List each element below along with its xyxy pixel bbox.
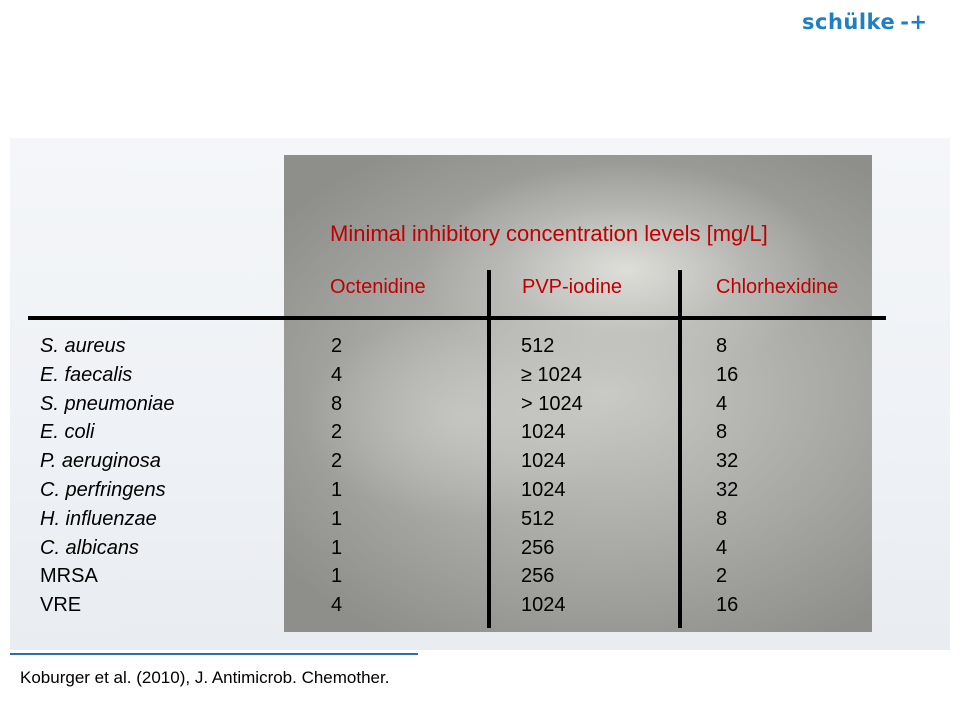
table-row: S. pneumoniae 8 > 1024 4 [0, 393, 960, 422]
logo-plus-icon: -+ [900, 10, 928, 34]
pvp-iodine-cell: ≥ 1024 [521, 363, 583, 386]
header-rule [28, 316, 886, 320]
chlorhexidine-cell: 32 [716, 479, 739, 501]
background-photo [284, 155, 872, 632]
reference-citation: Koburger et al. (2010), J. Antimicrob. C… [20, 668, 390, 687]
column-divider [678, 270, 682, 628]
schuelke-logo: schülke -+ [802, 10, 928, 34]
pvp-iodine-cell: 1024 [521, 594, 566, 617]
octenidine-cell: 4 [331, 594, 343, 617]
organism-cell: S. pneumoniae [40, 392, 175, 415]
table-row: C. perfringens 1 1024 32 [0, 479, 960, 508]
reference-rule [10, 653, 418, 655]
organism-cell: MRSA [40, 565, 98, 588]
logo-wordmark: schülke [802, 10, 896, 34]
column-header-octenidine: Octenidine [330, 276, 426, 298]
chlorhexidine-cell: 4 [716, 536, 728, 559]
table-row: MRSA 1 256 2 [0, 565, 960, 594]
table-row: P. aeruginosa 2 1024 32 [0, 450, 960, 479]
column-header-chlorhexidine: Chlorhexidine [716, 276, 839, 298]
table-row: VRE 4 1024 16 [0, 594, 960, 623]
octenidine-cell: 2 [331, 421, 343, 444]
chlorhexidine-cell: 8 [716, 335, 728, 357]
chlorhexidine-cell: 32 [716, 450, 739, 473]
organism-cell: S. aureus [40, 335, 126, 357]
organism-cell: H. influenzae [40, 507, 157, 530]
table-title: Minimal inhibitory concentration levels … [330, 221, 768, 246]
chlorhexidine-cell: 4 [716, 392, 728, 415]
table-row: H. influenzae 1 512 8 [0, 508, 960, 537]
pvp-iodine-cell: 512 [521, 335, 555, 357]
organism-cell: VRE [40, 594, 82, 617]
organism-cell: C. albicans [40, 536, 139, 559]
pvp-iodine-cell: 256 [521, 536, 555, 559]
organism-cell: E. faecalis [40, 363, 133, 386]
table-row: C. albicans 1 256 4 [0, 537, 960, 566]
chlorhexidine-cell: 16 [716, 363, 739, 386]
pvp-iodine-cell: 256 [521, 565, 555, 588]
table-row: E. faecalis 4 ≥ 1024 16 [0, 364, 960, 393]
octenidine-cell: 1 [331, 536, 343, 559]
octenidine-cell: 4 [331, 363, 343, 386]
organism-cell: P. aeruginosa [40, 450, 161, 473]
pvp-iodine-cell: 512 [521, 507, 555, 530]
table-row: S. aureus 2 512 8 [0, 335, 960, 364]
chlorhexidine-cell: 8 [716, 421, 728, 444]
pvp-iodine-cell: 1024 [521, 450, 566, 473]
table-row: E. coli 2 1024 8 [0, 421, 960, 450]
organism-cell: C. perfringens [40, 479, 166, 501]
chlorhexidine-cell: 8 [716, 507, 728, 530]
organism-cell: E. coli [40, 421, 95, 444]
octenidine-cell: 8 [331, 392, 343, 415]
pvp-iodine-cell: 1024 [521, 479, 566, 501]
chlorhexidine-cell: 2 [716, 565, 728, 588]
chlorhexidine-cell: 16 [716, 594, 739, 617]
octenidine-cell: 1 [331, 565, 343, 588]
octenidine-cell: 2 [331, 335, 343, 357]
octenidine-cell: 1 [331, 507, 343, 530]
octenidine-cell: 2 [331, 450, 343, 473]
octenidine-cell: 1 [331, 479, 343, 501]
pvp-iodine-cell: > 1024 [521, 392, 583, 415]
pvp-iodine-cell: 1024 [521, 421, 566, 444]
column-divider [487, 270, 491, 628]
column-header-pvp-iodine: PVP-iodine [522, 276, 623, 298]
